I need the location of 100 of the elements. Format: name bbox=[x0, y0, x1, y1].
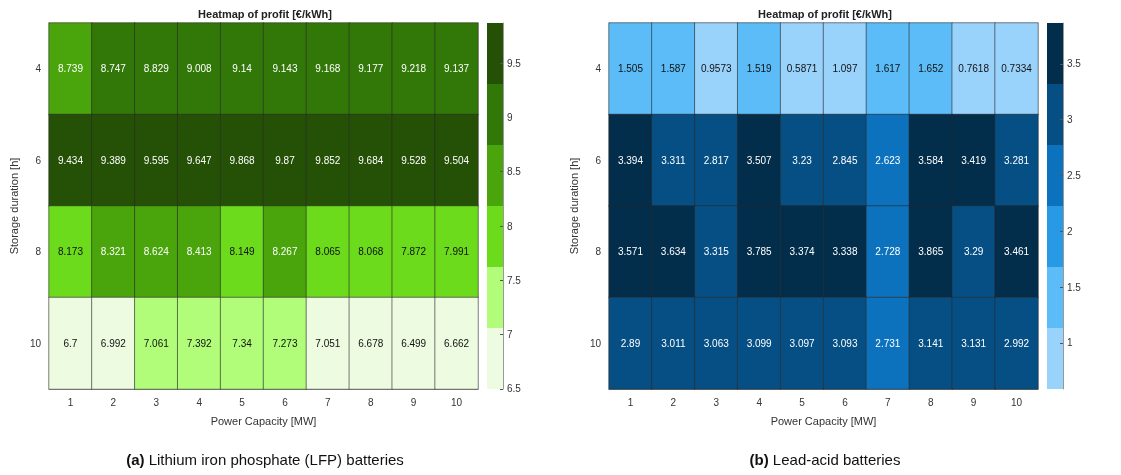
data-label: 9.595 bbox=[143, 154, 170, 166]
data-label: 8.149 bbox=[229, 246, 256, 258]
data-label: 6.662 bbox=[444, 337, 470, 349]
text: (a) Lithium iron phosphate (LFP) batteries bbox=[126, 451, 404, 468]
data-label: 1.519 bbox=[746, 63, 773, 75]
x-tick-label: 1 bbox=[627, 396, 634, 408]
color-bar-label: 7 bbox=[507, 329, 513, 341]
data-label: 3.131 bbox=[961, 337, 987, 349]
data-label: 8.739 bbox=[57, 63, 84, 75]
y-tick-label: 6 bbox=[595, 154, 602, 166]
data-label: 3.634 bbox=[660, 246, 687, 258]
data-label: 0.7334 bbox=[1001, 63, 1033, 75]
text: (b) Lead-acid batteries bbox=[749, 451, 901, 468]
x-tick-label: 4 bbox=[196, 396, 203, 408]
x-tick-label: 10 bbox=[450, 396, 463, 408]
y-tick-label: 10 bbox=[589, 337, 602, 349]
data-label: 3.374 bbox=[789, 246, 816, 258]
data-label: 8.068 bbox=[358, 246, 384, 258]
data-label: 7.392 bbox=[186, 337, 213, 349]
data-label: 3.394 bbox=[617, 154, 644, 166]
data-label: 9.528 bbox=[401, 154, 427, 166]
data-label: 8.267 bbox=[272, 246, 298, 258]
data-label: 9.168 bbox=[315, 63, 341, 75]
data-label: 3.011 bbox=[661, 337, 686, 349]
color-bar-label: 1 bbox=[1067, 337, 1073, 349]
color-bar-label: 8.5 bbox=[507, 166, 522, 178]
color-bar-label: 9 bbox=[507, 111, 513, 123]
data-label: 9.177 bbox=[358, 63, 384, 75]
data-label: 2.728 bbox=[875, 246, 901, 258]
data-label: 3.419 bbox=[961, 154, 987, 166]
chart-title: Heatmap of profit [€/kWh] bbox=[198, 7, 333, 20]
data-label: 7.051 bbox=[315, 337, 341, 349]
data-label: 8.173 bbox=[57, 246, 84, 258]
data-label: 7.34 bbox=[232, 337, 253, 349]
data-label: 3.281 bbox=[1004, 154, 1030, 166]
data-label: 6.7 bbox=[63, 337, 78, 349]
data-label: 9.87 bbox=[275, 154, 296, 166]
data-label: 8.413 bbox=[186, 246, 213, 258]
y-axis-title: Storage duration [h] bbox=[567, 157, 580, 255]
x-axis-title: Power Capacity [MW] bbox=[210, 414, 317, 427]
data-label: 8.624 bbox=[143, 246, 170, 258]
data-label: 9.852 bbox=[315, 154, 341, 166]
data-label: 3.063 bbox=[703, 337, 730, 349]
x-tick-label: 3 bbox=[713, 396, 720, 408]
x-tick-label: 10 bbox=[1010, 396, 1023, 408]
x-tick-label: 5 bbox=[239, 396, 246, 408]
data-label: 9.14 bbox=[232, 63, 253, 75]
x-tick-label: 6 bbox=[282, 396, 289, 408]
data-label: 8.321 bbox=[100, 246, 127, 258]
color-bar-label: 9.5 bbox=[507, 57, 522, 69]
color-bar-label: 3 bbox=[1067, 114, 1073, 126]
y-axis-title: Storage duration [h] bbox=[7, 157, 20, 255]
data-label: 2.89 bbox=[620, 337, 641, 349]
x-tick-label: 8 bbox=[927, 396, 934, 408]
data-label: 3.29 bbox=[963, 246, 984, 258]
x-tick-label: 3 bbox=[153, 396, 160, 408]
data-label: 1.617 bbox=[875, 63, 901, 75]
data-label: 9.868 bbox=[229, 154, 256, 166]
data-label: 9.647 bbox=[186, 154, 213, 166]
x-tick-label: 4 bbox=[756, 396, 763, 408]
data-label: 7.991 bbox=[444, 246, 470, 258]
data-label: 2.817 bbox=[703, 154, 730, 166]
data-label: 9.504 bbox=[444, 154, 470, 166]
data-label: 0.7618 bbox=[958, 63, 990, 75]
x-tick-label: 6 bbox=[842, 396, 849, 408]
color-bar-label: 7.5 bbox=[507, 274, 522, 286]
y-tick-label: 4 bbox=[35, 63, 42, 75]
color-bar-label: 6.5 bbox=[507, 383, 522, 395]
data-label: 3.097 bbox=[789, 337, 816, 349]
y-tick-label: 8 bbox=[35, 246, 42, 258]
data-label: 6.992 bbox=[100, 337, 127, 349]
data-label: 3.461 bbox=[1004, 246, 1030, 258]
data-label: 9.218 bbox=[401, 63, 427, 75]
y-tick-label: 10 bbox=[29, 337, 42, 349]
x-tick-label: 2 bbox=[110, 396, 117, 408]
data-label: 3.311 bbox=[661, 154, 686, 166]
data-label: 9.434 bbox=[57, 154, 84, 166]
data-label: 0.5871 bbox=[786, 63, 818, 75]
y-tick-label: 4 bbox=[595, 63, 602, 75]
data-label: 1.652 bbox=[918, 63, 944, 75]
data-label: 3.338 bbox=[832, 246, 858, 258]
data-label: 1.097 bbox=[832, 63, 858, 75]
x-tick-label: 9 bbox=[970, 396, 977, 408]
data-label: 6.499 bbox=[401, 337, 427, 349]
data-label: 2.731 bbox=[875, 337, 901, 349]
color-bar-label: 3.5 bbox=[1067, 58, 1082, 70]
data-label: 1.505 bbox=[617, 63, 644, 75]
color-bar-label: 8 bbox=[507, 220, 513, 232]
data-label: 9.143 bbox=[272, 63, 298, 75]
color-bar-label: 2 bbox=[1067, 225, 1073, 237]
data-label: 3.865 bbox=[918, 246, 944, 258]
data-label: 8.065 bbox=[315, 246, 341, 258]
x-axis-title: Power Capacity [MW] bbox=[770, 414, 877, 427]
x-tick-label: 7 bbox=[885, 396, 892, 408]
x-tick-label: 9 bbox=[410, 396, 417, 408]
x-tick-label: 1 bbox=[67, 396, 74, 408]
data-label: 9.684 bbox=[358, 154, 384, 166]
data-label: 3.093 bbox=[832, 337, 858, 349]
x-tick-label: 2 bbox=[670, 396, 677, 408]
y-tick-label: 6 bbox=[35, 154, 42, 166]
